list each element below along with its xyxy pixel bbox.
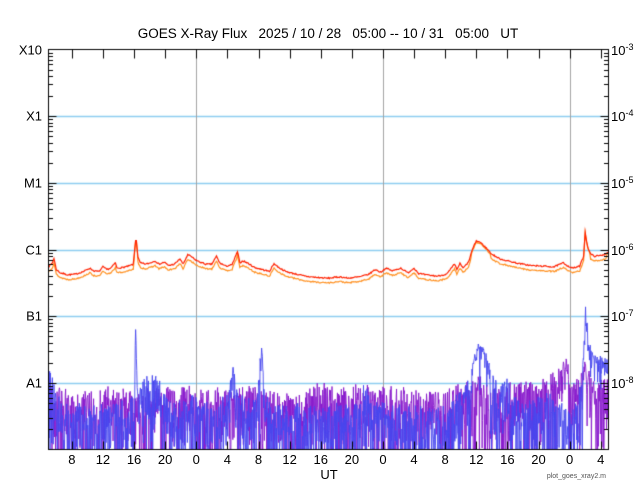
y-left-tick-label: M1: [23, 175, 42, 191]
x-tick-label: 0: [192, 452, 200, 467]
y-right-tick-label: 10-4: [611, 107, 634, 125]
y-right-tick-label: 10-7: [611, 307, 634, 325]
x-tick-label: 4: [597, 452, 605, 467]
chart-title: GOES X-Ray Flux 2025 / 10 / 28 05:00 -- …: [137, 26, 519, 41]
y-right-tick-label: 10-3: [611, 41, 634, 58]
x-tick-label: 4: [410, 452, 418, 467]
x-tick-label: 8: [441, 452, 449, 467]
x-tick-label: 20: [531, 452, 546, 467]
y-left-tick-label: C1: [25, 242, 42, 257]
x-axis-label: UT: [320, 467, 338, 482]
x-tick-label: 8: [254, 452, 263, 467]
y-left-tick-label: A1: [26, 375, 42, 391]
x-tick-label: 0: [379, 452, 387, 467]
y-right-tick-label: 10-6: [611, 241, 634, 258]
y-left-tick-label: X10: [18, 42, 42, 57]
y-right-tick-label: 10-8: [611, 374, 634, 391]
x-tick-label: 16: [126, 452, 142, 467]
y-right-tick-label: 10-5: [611, 174, 634, 191]
x-tick-label: 4: [223, 452, 231, 467]
x-tick-label: 16: [500, 452, 515, 467]
y-left-tick-label: B1: [26, 308, 42, 324]
x-tick-label: 12: [282, 452, 297, 467]
y-left-tick-label: X1: [26, 108, 42, 124]
x-tick-label: 20: [157, 452, 173, 467]
x-tick-label: 20: [344, 452, 360, 467]
x-tick-label: 12: [469, 452, 484, 467]
x-tick-label: 8: [68, 452, 76, 467]
x-tick-label: 16: [313, 452, 328, 467]
x-tick-label: 12: [95, 452, 111, 467]
x-tick-label: 0: [565, 452, 574, 467]
script-name-footnote: plot_goes_xray2.m: [546, 473, 606, 480]
